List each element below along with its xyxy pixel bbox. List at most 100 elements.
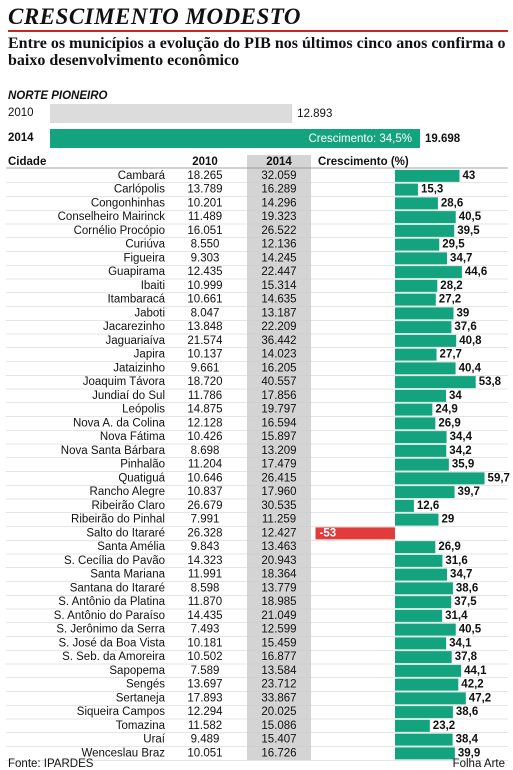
value-2014: 20.943	[261, 555, 296, 567]
city-name: S. Seb. da Amoreira	[62, 651, 166, 663]
value-2014: 33.867	[261, 692, 296, 704]
value-2014: 14.245	[261, 252, 296, 264]
growth-label: 34,1	[449, 637, 472, 649]
bar	[395, 403, 433, 416]
bar	[395, 183, 418, 196]
growth-label: 24,9	[435, 404, 457, 416]
value-2010: 18.265	[187, 170, 222, 182]
value-2010: 13.789	[187, 184, 222, 196]
column-header: Cidade	[8, 156, 46, 168]
city-name: Jacarezinho	[103, 321, 165, 333]
growth-label: 38,6	[456, 706, 478, 718]
bar	[395, 733, 453, 746]
growth-label: 37,5	[454, 596, 477, 608]
value-2010: 14.435	[187, 610, 222, 622]
value-2010: 26.328	[187, 527, 222, 539]
bar	[395, 238, 440, 251]
value-2014: 36.442	[261, 335, 296, 347]
value-2014: 26.415	[261, 472, 296, 484]
city-name: S. José da Boa Vista	[58, 637, 165, 649]
value-2014: 15.314	[261, 280, 297, 292]
value-2014: 22.209	[261, 321, 296, 333]
growth-label: 34,4	[450, 431, 473, 443]
growth-label: 38,4	[456, 734, 479, 746]
city-name: Cambará	[118, 170, 166, 182]
city-name: Wenceslau Braz	[81, 747, 165, 759]
value-2010: 9.489	[191, 734, 220, 746]
value-2014: 13.187	[261, 307, 296, 319]
growth-label: 40,5	[459, 624, 482, 636]
growth-label: 12,6	[417, 500, 439, 512]
value-2014: 17.479	[261, 459, 296, 471]
value-2014: 13.584	[261, 665, 297, 677]
bar	[395, 472, 485, 485]
city-name: Ibaiti	[141, 280, 165, 292]
value-2014: 19.797	[261, 404, 296, 416]
bar	[395, 321, 452, 334]
value-2014: 12.599	[261, 624, 296, 636]
city-name: Conselheiro Mairinck	[58, 211, 166, 223]
growth-label: 15,3	[421, 184, 443, 196]
value-2014: 13.779	[261, 582, 296, 594]
value-2014: 17.856	[261, 390, 296, 402]
value-2010: 10.201	[187, 197, 222, 209]
value-2010: 7.589	[191, 665, 220, 677]
bar	[395, 637, 447, 650]
bar	[395, 252, 448, 265]
growth-label: 27,2	[439, 294, 461, 306]
bar	[395, 513, 439, 526]
growth-label: 34	[449, 390, 462, 402]
summary-growth: Crescimento: 34,5%	[308, 133, 412, 145]
value-2010: 9.843	[191, 541, 220, 553]
value-2014: 15.897	[261, 431, 296, 443]
growth-label: 40,5	[459, 211, 482, 223]
value-2014: 18.985	[261, 596, 296, 608]
value-2010: 13.848	[187, 321, 222, 333]
value-2010: 21.574	[187, 335, 223, 347]
value-2014: 14.296	[261, 197, 296, 209]
value-2014: 13.209	[261, 445, 296, 457]
summary-value: 19.698	[425, 133, 461, 145]
value-2010: 10.837	[187, 486, 222, 498]
city-name: Ribeirão do Pinhal	[71, 514, 165, 526]
bar	[395, 458, 449, 471]
credit: Folha Arte	[453, 758, 505, 770]
bar	[395, 431, 447, 444]
city-name: S. Antônio do Paraíso	[54, 610, 165, 622]
value-2014: 32.059	[261, 170, 296, 182]
growth-label: 39	[457, 307, 470, 319]
value-2014: 12.427	[261, 527, 296, 539]
growth-label: 53,8	[479, 376, 502, 388]
city-name: Siqueira Campos	[77, 706, 165, 718]
city-name: Salto do Itararé	[86, 527, 165, 539]
city-name: Sapopema	[109, 665, 165, 677]
bar	[315, 527, 395, 540]
bar	[395, 417, 436, 430]
growth-label: 37,8	[455, 651, 478, 663]
bar	[395, 279, 438, 292]
value-2010: 12.435	[187, 266, 222, 278]
city-name: Nova Fátima	[100, 431, 166, 443]
city-name: S. Antônio da Platina	[58, 596, 165, 608]
growth-label: 37,6	[454, 321, 476, 333]
value-2014: 21.049	[261, 610, 296, 622]
city-name: Santa Amélia	[97, 541, 165, 553]
bar	[395, 554, 443, 567]
bar	[395, 197, 438, 210]
growth-label: 42,2	[461, 679, 483, 691]
bar	[395, 747, 455, 760]
bar	[395, 609, 443, 622]
value-2010: 8.550	[191, 239, 220, 251]
value-2010: 7.991	[191, 514, 220, 526]
city-name: Jataizinho	[113, 362, 165, 374]
city-name: Rancho Alegre	[90, 486, 165, 498]
growth-label: 26,9	[438, 541, 460, 553]
city-name: Congonhinhas	[91, 197, 165, 209]
city-name: Jaboti	[134, 307, 165, 319]
bar	[395, 266, 462, 279]
growth-label: -53	[320, 527, 337, 539]
value-2014: 16.877	[261, 651, 296, 663]
city-name: Leópolis	[122, 404, 165, 416]
bar	[395, 224, 455, 237]
growth-label: 34,7	[450, 569, 472, 581]
